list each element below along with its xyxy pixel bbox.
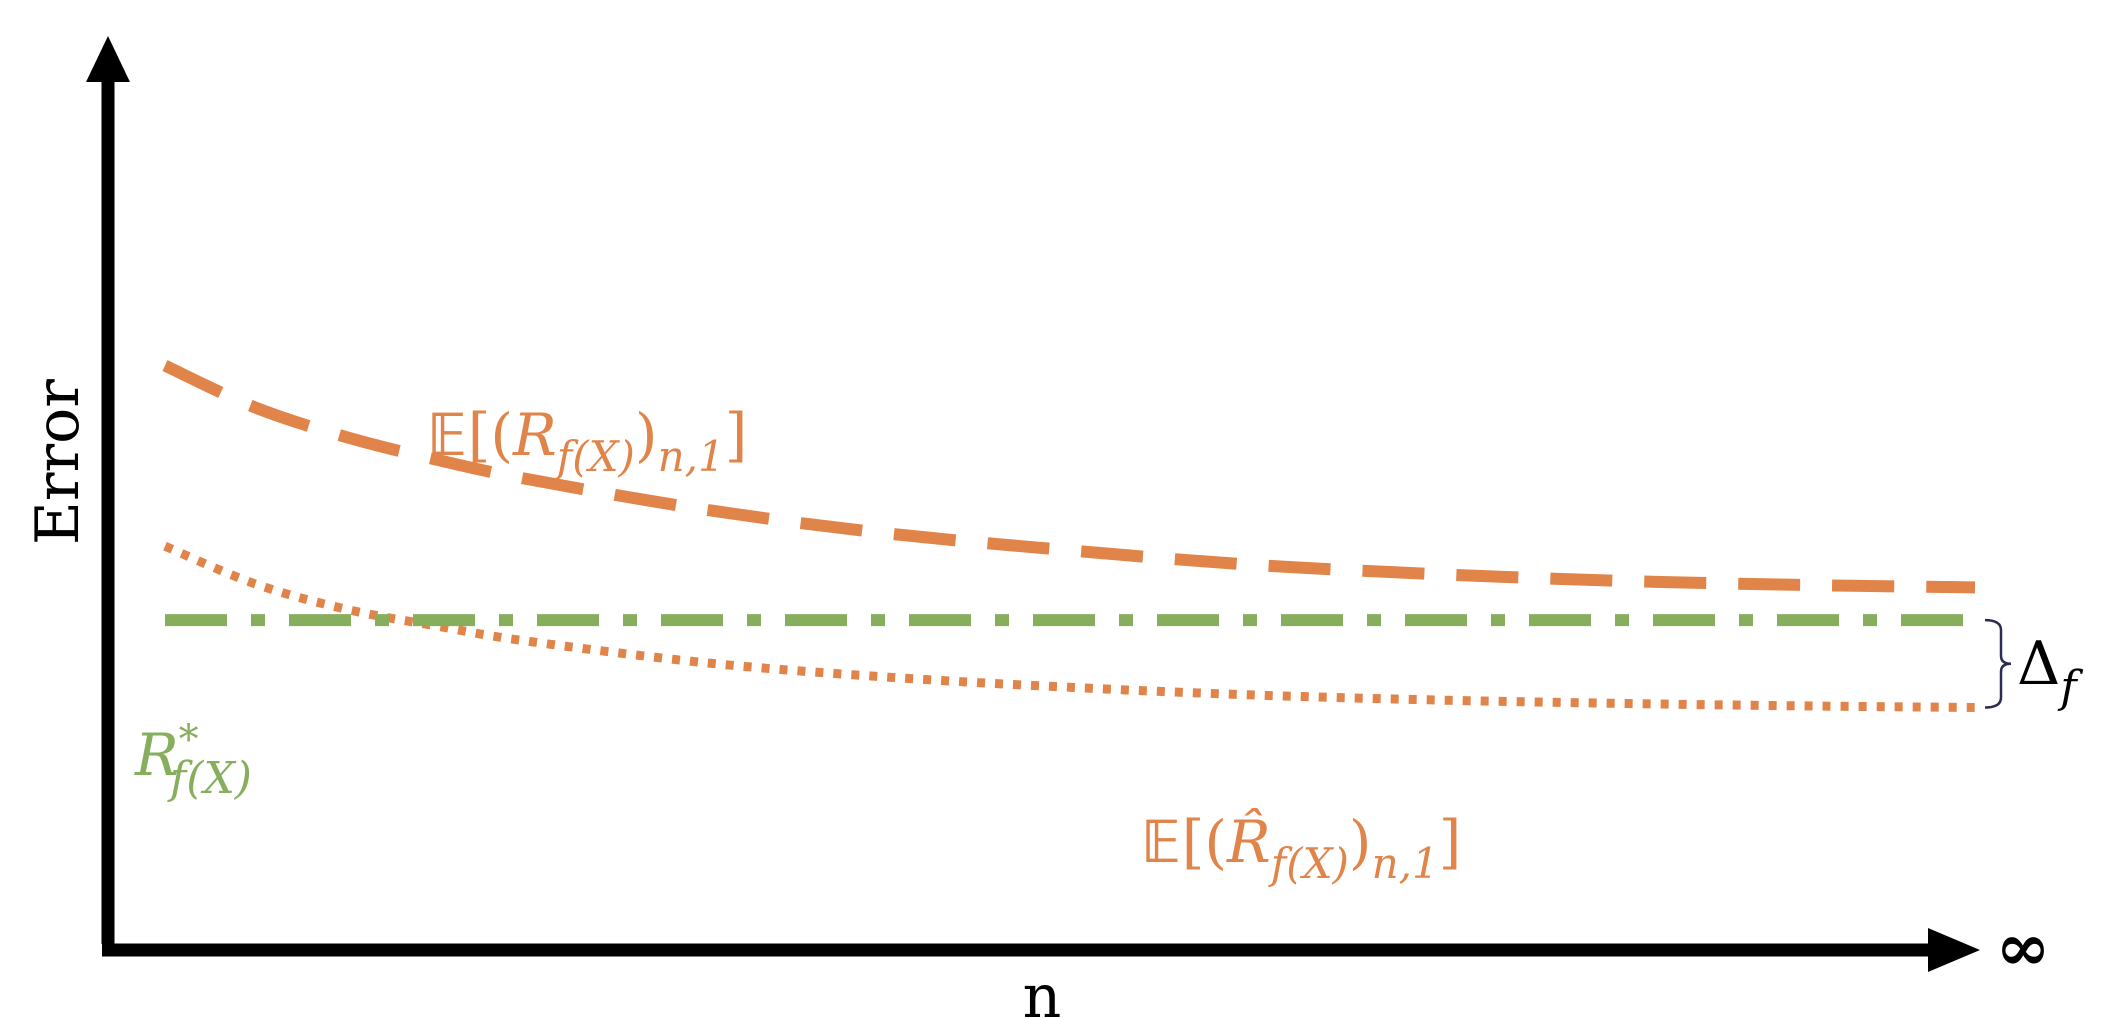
bayes-risk-label-superscript: *	[179, 717, 199, 763]
y-axis-label: Error	[23, 379, 93, 545]
train-risk-line	[163, 542, 1976, 712]
test-risk-label-close: ]	[725, 401, 748, 469]
train-risk-label: 𝔼[(R̂f(X))n,1]	[1142, 807, 1461, 888]
train-risk-label-subscript: f(X)	[1268, 839, 1349, 888]
test-risk-label-close-paren: )	[635, 401, 658, 469]
train-risk-label-close-paren: )	[1349, 808, 1372, 876]
test-risk-label-expectation: 𝔼	[428, 401, 468, 469]
train-risk-label-symbol: R̂	[1226, 807, 1271, 876]
train-risk-label-close: ]	[1439, 808, 1462, 876]
train-risk-label-expectation: 𝔼	[1142, 808, 1182, 876]
test-risk-label-subscript-2: n,1	[658, 432, 725, 481]
test-risk-label-subscript: f(X)	[554, 432, 635, 481]
test-risk-line	[162, 360, 1976, 594]
train-risk-label-subscript-2: n,1	[1372, 839, 1439, 888]
gap-label-delta: Δ	[2017, 629, 2060, 699]
gap-label: Δf	[2017, 629, 2083, 713]
gap-brace	[1984, 618, 2012, 709]
train-risk-label-open: [(	[1182, 808, 1227, 876]
test-risk-label: 𝔼[(Rf(X))n,1]	[428, 401, 747, 481]
y-axis-arrowhead	[86, 36, 130, 82]
bayes-risk-label-subscript: f(X)	[167, 753, 252, 804]
axes	[86, 36, 1980, 972]
bayes-risk-label: R* f(X)	[134, 717, 252, 804]
gap-label-subscript: f	[2057, 662, 2083, 713]
test-risk-label-symbol: R	[512, 401, 557, 469]
bayes-risk-label-symbol: R	[134, 721, 179, 789]
test-risk-label-open: [(	[468, 401, 513, 469]
x-axis-label: n	[1023, 962, 1062, 1018]
x-axis-infinity-label: ∞	[1996, 908, 2051, 986]
x-axis-arrowhead	[1928, 928, 1980, 972]
series-layer	[162, 360, 1976, 712]
